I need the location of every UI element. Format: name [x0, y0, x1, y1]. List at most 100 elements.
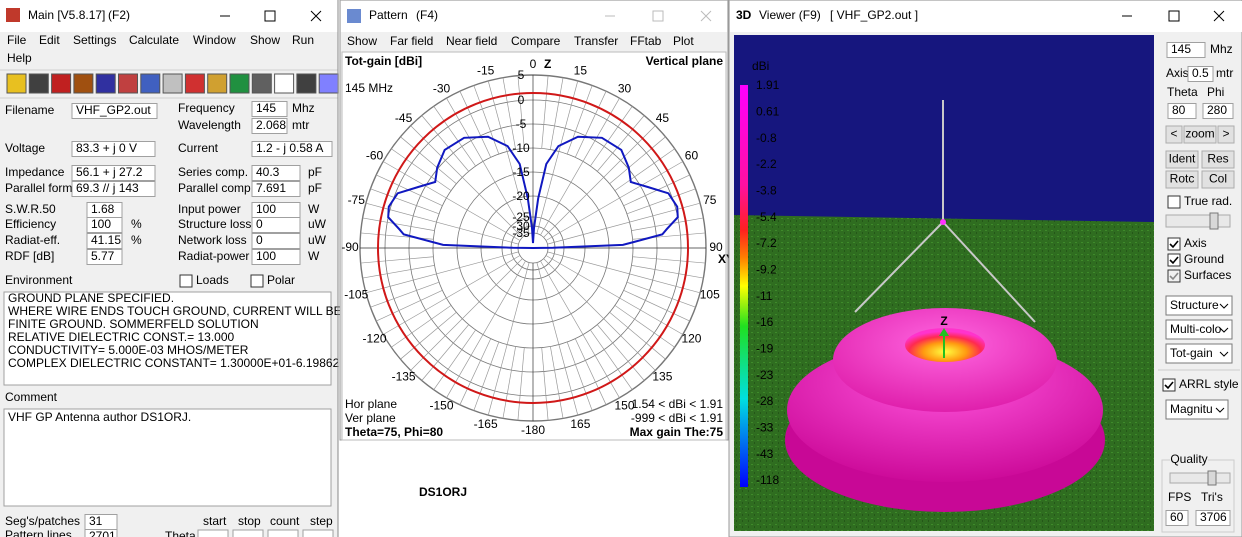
- grid-spoke: [400, 312, 457, 360]
- angle-label: -135: [392, 370, 416, 384]
- field-label: RDF [dB]: [5, 249, 54, 263]
- grid-spoke: [391, 148, 452, 191]
- grid-spoke: [459, 91, 492, 158]
- angle-label: 120: [681, 332, 701, 346]
- text-field: [1187, 66, 1214, 82]
- scale-label: -28: [756, 394, 774, 408]
- column-header: count: [270, 514, 300, 528]
- button: [1201, 150, 1235, 169]
- dropdown: [1165, 295, 1233, 316]
- button-label: >: [1222, 127, 1229, 141]
- grid-spoke: [370, 281, 440, 308]
- db-label: 0: [518, 93, 525, 107]
- field-value: 280: [1207, 103, 1227, 117]
- angle-label: 165: [570, 417, 590, 431]
- scale-label: -43: [756, 447, 774, 461]
- field-label: Structure loss: [178, 217, 251, 231]
- grid-spoke: [566, 85, 593, 155]
- field-label: Radiat-power: [178, 249, 249, 263]
- menu-item: Help: [7, 51, 32, 65]
- text-field: [251, 118, 288, 134]
- grid-spoke: [614, 148, 675, 191]
- cursor-readout: Theta=75, Phi=80: [345, 425, 443, 439]
- grid-spoke: [550, 346, 564, 419]
- scale-unit: dBi: [752, 59, 769, 73]
- grid-spoke: [632, 256, 706, 264]
- field-label: Tri's: [1201, 490, 1223, 504]
- checkbox: [250, 274, 264, 288]
- grid-spoke: [473, 341, 500, 411]
- dropdown-value: Multi-colo: [1170, 322, 1222, 336]
- menu-item: Near field: [446, 34, 497, 48]
- grid-spoke: [545, 255, 683, 335]
- grid-spoke: [421, 324, 469, 381]
- checkbox: [1162, 378, 1176, 392]
- dropdown: [1165, 343, 1233, 364]
- field-label: Theta: [165, 529, 196, 537]
- section-label: Environment: [5, 273, 73, 287]
- grid-spoke: [597, 324, 645, 381]
- environment-line: CONDUCTIVITY= 5.000E-03 MHOS/METER: [8, 343, 249, 357]
- text-field: [1166, 42, 1206, 58]
- legend-ver: Ver plane: [345, 411, 396, 425]
- button: [1201, 170, 1235, 189]
- db-label: -20: [512, 189, 530, 203]
- grid-spoke: [541, 75, 549, 149]
- environment-line: COMPLEX DIELECTRIC CONSTANT= 1.30000E+01…: [8, 356, 365, 370]
- field-unit: Mhz: [1210, 42, 1233, 56]
- field-label: FPS: [1168, 490, 1191, 504]
- field-label: Wavelength: [178, 118, 241, 132]
- field-value: 145: [256, 101, 276, 115]
- field-label: S.W.R.50: [5, 202, 56, 216]
- field-value: 7.691: [256, 181, 286, 195]
- angle-label: -60: [366, 149, 384, 163]
- checkbox-label: Loads: [196, 273, 229, 287]
- dropdown-arrow: [1219, 303, 1229, 309]
- scale-label: -5.4: [756, 210, 777, 224]
- environment-line: FINITE GROUND. SOMMERFELD SOLUTION: [8, 317, 259, 331]
- grid-spoke: [536, 80, 579, 234]
- button-label: zoom: [1185, 127, 1214, 141]
- color-bar: [740, 85, 748, 487]
- field-value: 31: [89, 514, 103, 528]
- axis-label: Z: [544, 57, 551, 71]
- toolbar-icon: [274, 73, 295, 94]
- dropdown-value: Magnitu: [1170, 402, 1213, 416]
- scale-label: -2.2: [756, 157, 777, 171]
- button-label: Rotc: [1170, 172, 1195, 186]
- field-label: Seg's/patches: [5, 514, 80, 528]
- slider-thumb: [1207, 470, 1217, 486]
- angle-label: 15: [574, 63, 588, 77]
- text-field: [1202, 103, 1234, 119]
- text-field: [1165, 510, 1189, 526]
- text-field: [1195, 510, 1231, 526]
- field-value: 145: [1171, 42, 1191, 56]
- check-mark: [1169, 272, 1179, 281]
- grid-spoke: [376, 289, 443, 322]
- environment-line: GROUND PLANE SPECIFIED.: [8, 291, 174, 305]
- field-value: 2701: [89, 529, 116, 537]
- menu-item: File: [7, 33, 27, 47]
- menu-item: Edit: [39, 33, 60, 47]
- scale-label: -19: [756, 342, 774, 356]
- field-value: 100: [256, 249, 276, 263]
- plot-title: Tot-gain [dBi]: [345, 54, 422, 68]
- checkbox-label: Polar: [267, 273, 295, 287]
- grid-spoke: [550, 77, 564, 150]
- angle-label: -105: [344, 288, 368, 302]
- dropdown-arrow: [1219, 351, 1229, 357]
- angle-label: 135: [652, 370, 672, 384]
- checkbox: [1167, 195, 1181, 209]
- grid-spoke: [623, 289, 690, 322]
- menu-item: Run: [292, 33, 314, 47]
- angle-label: 0: [530, 57, 537, 71]
- field-value: 83.3 + j 0 V: [76, 141, 137, 155]
- grid-spoke: [631, 265, 704, 279]
- grid-spoke: [433, 329, 476, 390]
- grid-spoke: [566, 341, 593, 411]
- checkbox-label: True rad.: [1184, 194, 1232, 208]
- grid-spoke: [383, 161, 521, 241]
- grid-spoke: [362, 217, 435, 231]
- grid-spoke: [545, 161, 683, 241]
- menu-item: Show: [347, 34, 377, 48]
